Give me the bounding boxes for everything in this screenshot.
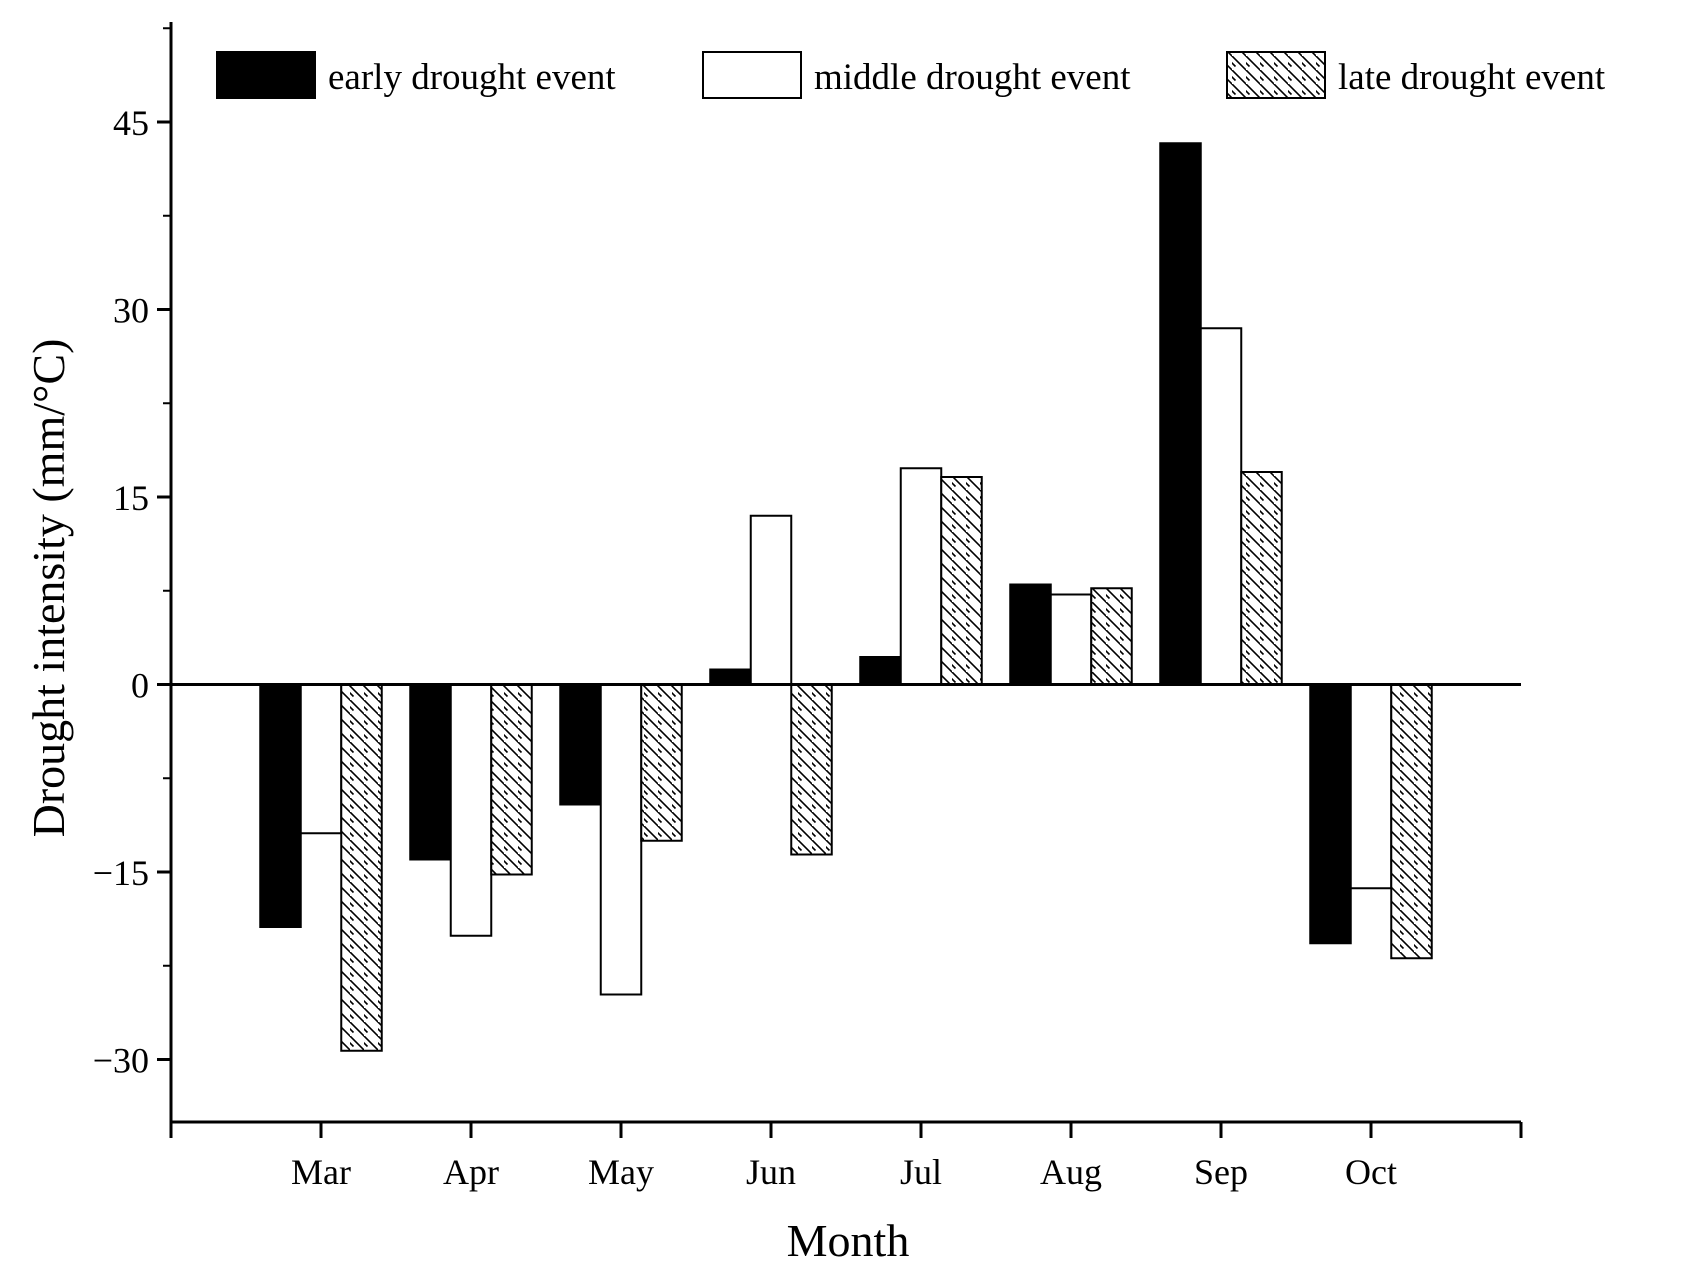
x-tick-label: Mar bbox=[291, 1152, 351, 1192]
y-axis-title: Drought intensity (mm/°C) bbox=[23, 339, 74, 838]
x-tick-label: Jul bbox=[900, 1152, 942, 1192]
bar-early-may bbox=[559, 683, 602, 806]
axes bbox=[169, 22, 1521, 1124]
bar-late-mar bbox=[340, 683, 383, 1052]
legend: early drought event middle drought event… bbox=[216, 51, 1606, 99]
x-tick-label: Apr bbox=[443, 1152, 499, 1192]
y-tick-label: 45 bbox=[113, 103, 149, 143]
bar-middle-oct bbox=[1349, 683, 1393, 890]
legend-swatch-late bbox=[1226, 51, 1326, 99]
bar-middle-may bbox=[599, 683, 643, 996]
y-axis-ticks: 45 30 15 0 −15 −30 bbox=[93, 27, 171, 1081]
bars bbox=[259, 142, 1433, 1052]
legend-label-late: late drought event bbox=[1338, 57, 1606, 98]
bar-early-mar bbox=[259, 683, 302, 928]
bar-late-jun bbox=[790, 683, 833, 856]
legend-label-middle: middle drought event bbox=[814, 57, 1131, 98]
bar-late-aug bbox=[1090, 587, 1133, 686]
bar-early-jun bbox=[709, 668, 752, 686]
bar-middle-aug bbox=[1049, 593, 1093, 686]
x-tick-label: Jun bbox=[746, 1152, 796, 1192]
x-tick-label: Sep bbox=[1194, 1152, 1248, 1192]
bar-middle-apr bbox=[449, 683, 493, 937]
x-tick-label: May bbox=[588, 1152, 654, 1192]
legend-label-early: early drought event bbox=[328, 57, 616, 98]
bar-middle-jun bbox=[749, 514, 793, 686]
bar-late-jul bbox=[940, 476, 983, 686]
y-tick-label: −15 bbox=[93, 853, 149, 893]
bar-middle-jul bbox=[899, 467, 943, 686]
bar-early-sep bbox=[1159, 142, 1202, 686]
bar-late-sep bbox=[1240, 471, 1283, 686]
bar-early-apr bbox=[409, 683, 452, 861]
legend-swatch-middle bbox=[702, 51, 802, 99]
bar-early-oct bbox=[1309, 683, 1352, 945]
bar-early-jul bbox=[859, 656, 902, 686]
bar-middle-mar bbox=[299, 683, 343, 835]
x-axis-title: Month bbox=[787, 1215, 910, 1266]
bar-early-aug bbox=[1009, 583, 1052, 686]
bar-late-oct bbox=[1390, 683, 1433, 960]
bar-late-may bbox=[640, 683, 683, 842]
x-tick-label: Aug bbox=[1040, 1152, 1102, 1192]
y-tick-label: 0 bbox=[131, 666, 149, 706]
legend-swatch-early bbox=[216, 51, 316, 99]
x-axis-ticks: Mar Apr May Jun Jul Aug Sep Oct bbox=[169, 1122, 1523, 1192]
bar-middle-sep bbox=[1199, 327, 1243, 686]
x-tick-label: Oct bbox=[1345, 1152, 1397, 1192]
y-tick-label: 15 bbox=[113, 478, 149, 518]
y-tick-label: 30 bbox=[113, 291, 149, 331]
bar-late-apr bbox=[490, 683, 533, 876]
y-tick-label: −30 bbox=[93, 1041, 149, 1081]
